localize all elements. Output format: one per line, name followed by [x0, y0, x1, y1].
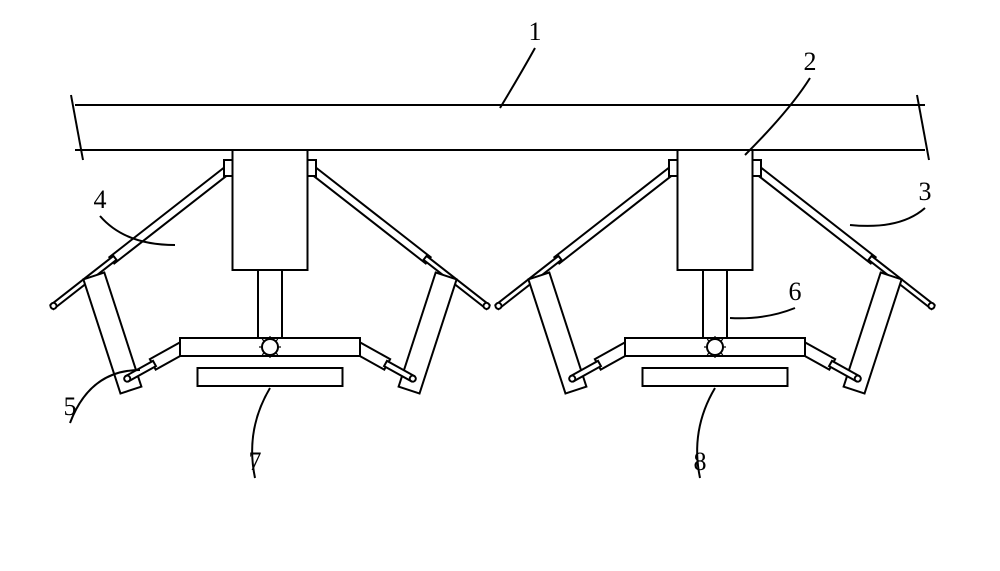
callout-label: 8	[694, 447, 707, 476]
callout-label: 3	[919, 177, 932, 206]
callout-label: 2	[804, 47, 817, 76]
callout-3: 3	[850, 177, 932, 226]
hub	[707, 339, 723, 355]
stem	[703, 270, 727, 338]
hub	[262, 339, 278, 355]
side-strut	[49, 162, 236, 311]
assembly	[49, 150, 492, 393]
side-strut	[494, 162, 681, 311]
callout-6: 6	[730, 277, 802, 318]
assembly	[494, 150, 937, 393]
callout-7: 7	[249, 388, 271, 478]
callout-label: 7	[249, 447, 262, 476]
callout-label: 6	[789, 277, 802, 306]
callout-2: 2	[745, 47, 817, 155]
lower-disc	[643, 368, 788, 386]
callout-label: 4	[94, 185, 107, 214]
stem	[258, 270, 282, 338]
lower-disc	[198, 368, 343, 386]
main-block	[678, 150, 753, 270]
side-strut	[304, 162, 491, 311]
main-block	[233, 150, 308, 270]
callout-label: 1	[529, 17, 542, 46]
side-strut	[749, 162, 936, 311]
top-bar	[71, 95, 929, 160]
callout-1: 1	[500, 17, 542, 108]
callout-8: 8	[694, 388, 716, 478]
callout-label: 5	[64, 392, 77, 421]
